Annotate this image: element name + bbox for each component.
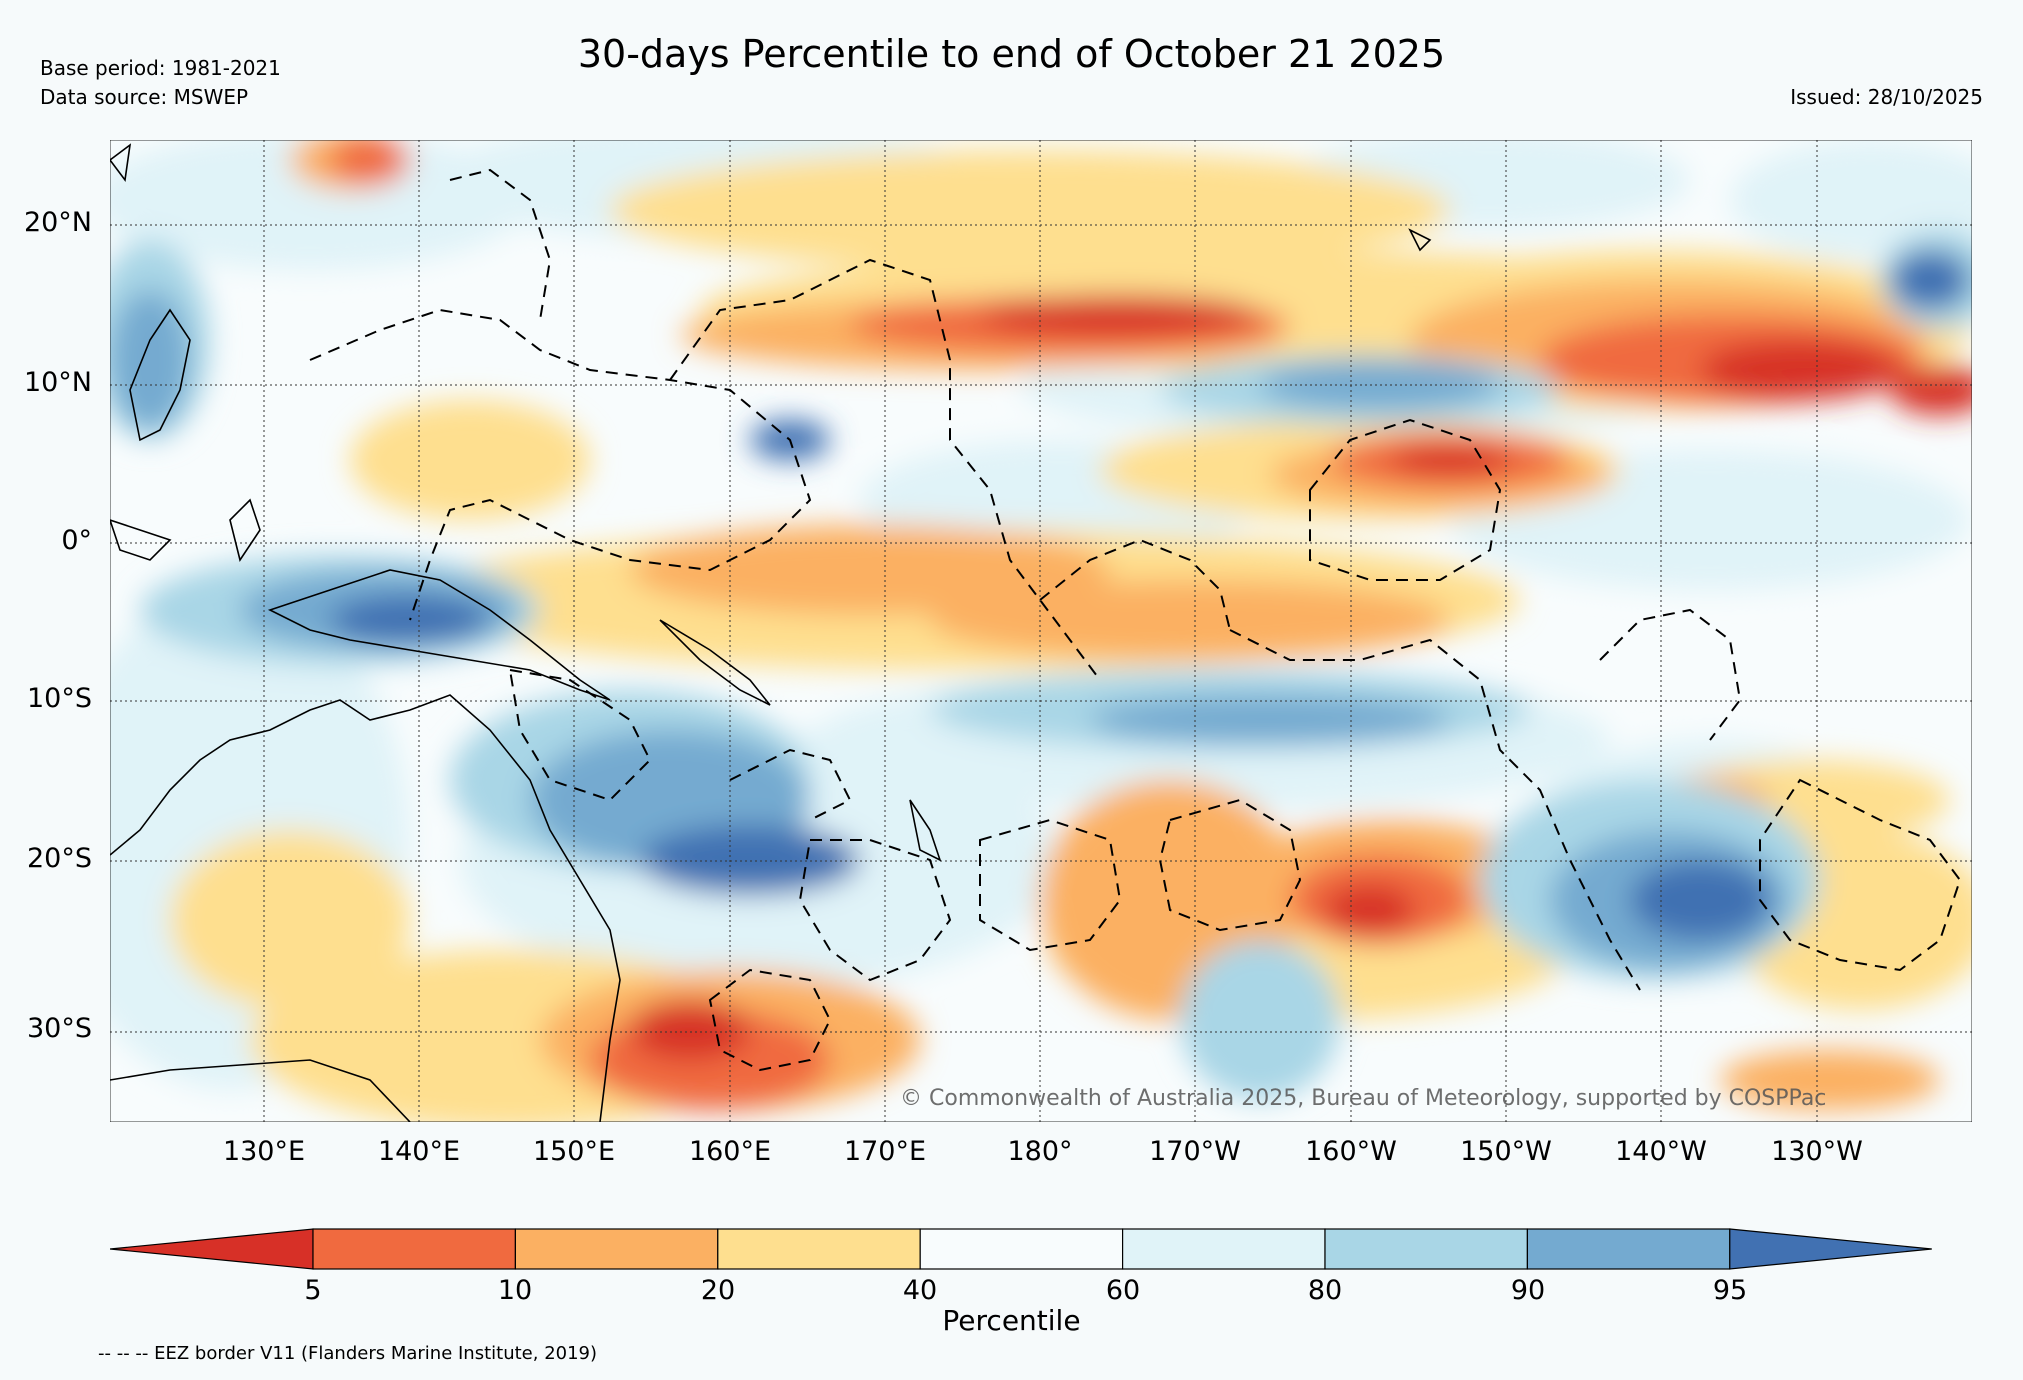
colorbar-tick-95: 95 — [1712, 1275, 1748, 1306]
coastlines — [110, 143, 1432, 1122]
colorbar-segment — [1121, 1228, 1326, 1270]
lon-label-140w: 140°W — [1615, 1136, 1707, 1167]
percentile-map: © Commonwealth of Australia 2025, Bureau… — [110, 140, 1972, 1122]
lon-label-180: 180° — [1007, 1136, 1073, 1167]
lon-label-160w: 160°W — [1305, 1136, 1397, 1167]
lon-label-170w: 170°W — [1149, 1136, 1241, 1167]
colorbar-extend-high — [1729, 1228, 1932, 1270]
map-title: 30-days Percentile to end of October 21 … — [577, 32, 1446, 76]
lon-label-170e: 170°E — [843, 1136, 927, 1167]
colorbar-segment — [717, 1228, 921, 1270]
colorbar-tick-90: 90 — [1510, 1275, 1546, 1306]
eez-footnote: -- -- -- EEZ border V11 (Flanders Marine… — [98, 1343, 598, 1364]
lat-label-0: 0° — [61, 525, 92, 556]
colorbar-tick-20: 20 — [700, 1275, 736, 1306]
lon-label-150e: 150°E — [532, 1136, 616, 1167]
colorbar-tick-5: 5 — [304, 1275, 322, 1306]
lat-label-30s: 30°S — [27, 1013, 92, 1044]
colorbar-tick-60: 60 — [1105, 1275, 1141, 1306]
base-period-text: Base period: 1981-2021 — [40, 56, 281, 80]
colorbar-label: Percentile — [942, 1304, 1081, 1337]
colorbar-tick-10: 10 — [497, 1275, 533, 1306]
lat-label-10n: 10°N — [23, 367, 92, 398]
issued-date-text: Issued: 28/10/2025 — [1790, 85, 1983, 109]
lat-label-20s: 20°S — [27, 843, 92, 874]
colorbar-segment — [514, 1228, 719, 1270]
lon-label-140e: 140°E — [377, 1136, 461, 1167]
lon-label-160e: 160°E — [688, 1136, 772, 1167]
precip-field — [110, 140, 1972, 1122]
lon-label-130w: 130°W — [1771, 1136, 1863, 1167]
gridlines — [110, 140, 1972, 1122]
colorbar-segment — [1324, 1228, 1528, 1270]
data-source-text: Data source: MSWEP — [40, 85, 249, 109]
colorbar-extend-low — [110, 1228, 314, 1270]
lat-label-20n: 20°N — [23, 207, 92, 238]
lon-label-130e: 130°E — [222, 1136, 306, 1167]
colorbar-segment — [919, 1228, 1124, 1270]
colorbar-tick-80: 80 — [1307, 1275, 1343, 1306]
lat-label-10s: 10°S — [27, 683, 92, 714]
colorbar-segment — [312, 1228, 516, 1270]
eez-borders — [309, 168, 1962, 1072]
colorbar — [110, 1228, 1932, 1270]
colorbar-segment — [1526, 1228, 1731, 1270]
colorbar-tick-40: 40 — [902, 1275, 938, 1306]
copyright-text: © Commonwealth of Australia 2025, Bureau… — [900, 1086, 1826, 1111]
lon-label-150w: 150°W — [1460, 1136, 1552, 1167]
